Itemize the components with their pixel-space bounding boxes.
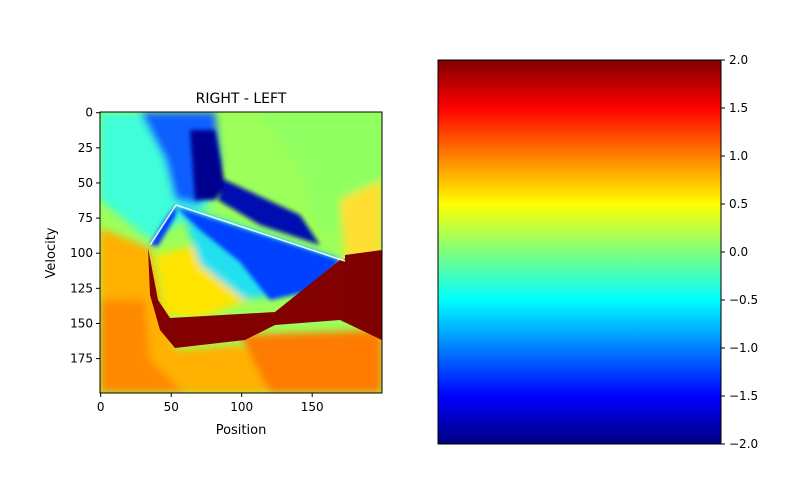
region-dark-blue-streak	[190, 130, 225, 200]
x-tick-label: 0	[97, 400, 105, 414]
region-right-dark-red-block	[345, 250, 382, 340]
x-axis-label: Position	[216, 423, 267, 438]
colorbar-tick-label: −1.5	[729, 389, 758, 403]
y-tick-label: 0	[85, 106, 93, 120]
colorbar-tick-label: 0.5	[729, 197, 748, 211]
y-tick-label: 25	[78, 141, 93, 155]
region-lower-orange	[240, 330, 382, 393]
colorbar-gradient	[438, 60, 721, 444]
region-dark-blue-upper	[218, 180, 320, 245]
x-tick-label: 100	[230, 400, 253, 414]
region-lower-dark-red	[148, 248, 382, 348]
region-diagonal-blue	[176, 207, 340, 300]
heatmap-panel: RIGHT - LEFT	[44, 91, 383, 438]
colorbar-tick-label: 1.0	[729, 149, 748, 163]
y-axis-label: Velocity	[44, 227, 59, 278]
colorbar-panel: 2.0 1.5 1.0 0.5 0.0 −0.5 −1.0 −1.5 −2.0	[437, 53, 758, 451]
region-lower-left-orange	[100, 300, 185, 393]
y-tick-label: 100	[70, 246, 93, 260]
x-axis-ticks: 0 50 100 150	[97, 393, 324, 414]
y-tick-label: 150	[70, 316, 93, 330]
boundary-left-line	[149, 204, 177, 246]
x-tick-label: 50	[164, 400, 179, 414]
colorbar-tick-label: 0.0	[729, 245, 748, 259]
colorbar-tick-label: −1.0	[729, 341, 758, 355]
heatmap-frame	[99, 111, 383, 394]
y-tick-label: 125	[70, 281, 93, 295]
y-tick-label: 175	[70, 352, 93, 366]
y-tick-label: 75	[78, 211, 93, 225]
boundary-diagonal-line	[175, 204, 346, 262]
y-tick-label: 50	[78, 176, 93, 190]
colorbar-tick-label: 2.0	[729, 53, 748, 67]
colorbar-tick-label: 1.5	[729, 101, 748, 115]
x-tick-label: 150	[301, 400, 324, 414]
chart-title: RIGHT - LEFT	[196, 91, 287, 107]
y-axis-ticks: 0 25 50 75 100 125 150 175	[70, 106, 100, 366]
colorbar-ticks: 2.0 1.5 1.0 0.5 0.0 −0.5 −1.0 −1.5 −2.0	[721, 53, 758, 451]
colorbar-tick-label: −2.0	[729, 437, 758, 451]
region-right-yellow	[340, 180, 382, 260]
heatmap-image	[100, 112, 382, 393]
colorbar-tick-label: −0.5	[729, 293, 758, 307]
